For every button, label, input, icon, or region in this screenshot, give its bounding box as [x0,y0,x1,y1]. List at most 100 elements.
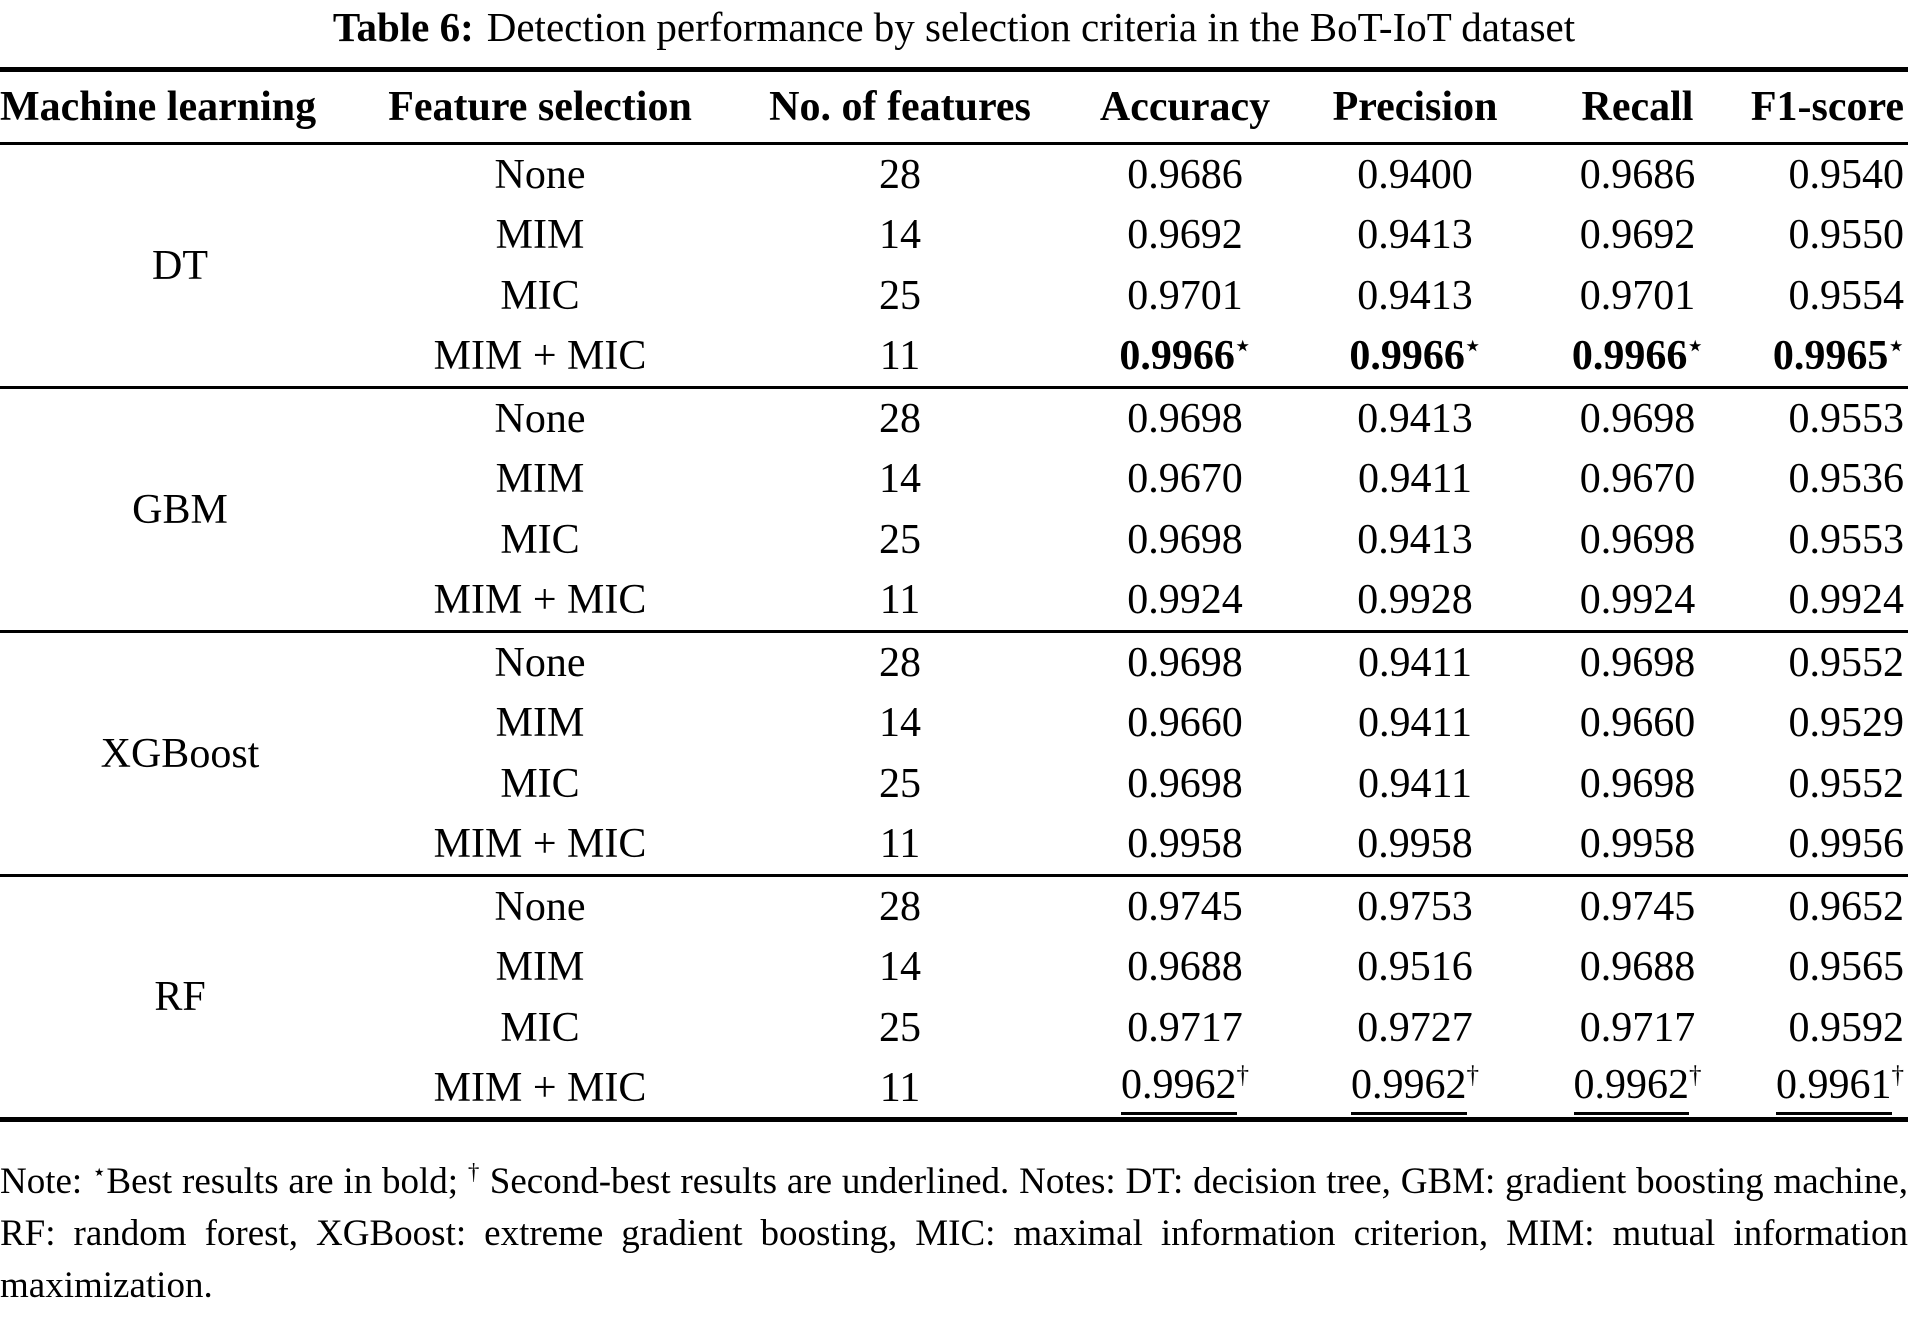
f1-cell: 0.9956 [1735,815,1908,876]
recall-cell: 0.9924 [1540,571,1735,632]
metric-value: 0.9966 [1349,333,1465,380]
feature-selection-cell: MIM [495,944,585,991]
precision-cell: 0.9753 [1290,876,1540,937]
feature-selection-cell: MIC [500,1005,580,1052]
model-name-cell: XGBoost [100,730,260,777]
accuracy-cell: 0.9692 [1080,205,1290,266]
metric-value: 0.9961 [1776,1061,1892,1115]
num-features-cell: 25 [879,517,921,564]
metric-value: 0.9652 [1788,883,1905,930]
feature-selection-cell: None [494,395,586,442]
precision-cell: 0.9413 [1290,205,1540,266]
f1-cell: 0.9529 [1735,693,1908,754]
precision-cell: 0.9413 [1290,266,1540,327]
f1-cell: 0.9965⋆ [1735,327,1908,388]
results-table: Machine learning Feature selection No. of … [0,67,1908,1123]
f1-cell: 0.9536 [1735,449,1908,510]
best-marker-star-icon: ⋆ [1464,333,1481,361]
precision-cell: 0.9411 [1290,632,1540,693]
recall-cell: 0.9717 [1540,998,1735,1059]
metric-value: 0.9701 [1127,273,1243,320]
metric-value: 0.9698 [1579,517,1696,564]
table-row: MIC 25 0.9717 0.9727 0.9717 0.9592 [0,998,1908,1059]
metric-value: 0.9660 [1127,700,1243,747]
num-features-cell: 14 [879,700,921,747]
table-row: MIC 25 0.9698 0.9411 0.9698 0.9552 [0,754,1908,815]
table-header-row: Machine learning Feature selection No. of … [0,69,1908,146]
metric-value: 0.9701 [1579,273,1696,320]
num-features-cell: 28 [879,151,921,198]
f1-cell: 0.9550 [1735,205,1908,266]
metric-value: 0.9413 [1357,273,1473,320]
metric-value: 0.9958 [1579,821,1696,868]
metric-value: 0.9698 [1127,761,1243,808]
metric-value: 0.9411 [1358,456,1472,503]
num-features-cell: 25 [879,273,921,320]
table-row: MIM + MIC 11 0.9962† 0.9962† 0.9962† 0.9961† [0,1059,1908,1120]
precision-cell: 0.9727 [1290,998,1540,1059]
metric-value: 0.9686 [1127,151,1243,198]
note-best-text: Best results are in bold; [106,1161,468,1203]
table-row: MIC 25 0.9701 0.9413 0.9701 0.9554 [0,266,1908,327]
feature-selection-cell: MIM + MIC [433,577,647,624]
f1-cell: 0.9592 [1735,998,1908,1059]
recall-cell: 0.9966⋆ [1540,327,1735,388]
metric-value: 0.9698 [1579,761,1696,808]
metric-value: 0.9692 [1127,212,1243,259]
recall-cell: 0.9670 [1540,449,1735,510]
recall-cell: 0.9745 [1540,876,1735,937]
metric-value: 0.9411 [1358,700,1472,747]
metric-value: 0.9411 [1358,639,1472,686]
table-row: MIM 14 0.9688 0.9516 0.9688 0.9565 [0,937,1908,998]
model-group-rf: RF None 28 0.9745 0.9753 0.9745 0.9652 MIM 14 0.9… [0,875,1908,1120]
accuracy-cell: 0.9958 [1080,815,1290,876]
table-row: MIM 14 0.9670 0.9411 0.9670 0.9536 [0,449,1908,510]
num-features-cell: 11 [879,333,921,380]
metric-value: 0.9965 [1772,333,1889,380]
feature-selection-cell: MIC [500,273,580,320]
precision-cell: 0.9958 [1290,815,1540,876]
metric-value: 0.9550 [1788,212,1905,259]
recall-cell: 0.9698 [1540,754,1735,815]
feature-selection-cell: MIM [495,700,585,747]
model-group-xgboost: XGBoost None 28 0.9698 0.9411 0.9698 0.9552 MIM… [0,631,1908,876]
metric-value: 0.9692 [1579,212,1696,259]
model-name-cell: DT [152,242,208,289]
metric-value: 0.9670 [1579,456,1696,503]
accuracy-cell: 0.9698 [1080,754,1290,815]
table-caption: Table 6: Detection performance by selecti… [0,0,1908,51]
second-best-marker-dagger-icon: † [1236,1061,1250,1089]
accuracy-cell: 0.9962† [1080,1059,1290,1120]
column-header-f1-score: F1-score [1735,69,1908,146]
metric-value: 0.9962 [1573,1061,1689,1115]
f1-cell: 0.9553 [1735,510,1908,571]
accuracy-cell: 0.9924 [1080,571,1290,632]
table-row: XGBoost None 28 0.9698 0.9411 0.9698 0.9552 [0,632,1908,777]
model-name-cell: GBM [132,486,228,533]
num-features-cell: 25 [879,761,921,808]
metric-value: 0.9698 [1579,639,1696,686]
metric-value: 0.9516 [1357,944,1473,991]
precision-cell: 0.9411 [1290,449,1540,510]
metric-value: 0.9552 [1788,761,1905,808]
f1-cell: 0.9565 [1735,937,1908,998]
feature-selection-cell: MIM [495,456,585,503]
metric-value: 0.9745 [1579,883,1696,930]
metric-value: 0.9745 [1127,883,1243,930]
accuracy-cell: 0.9745 [1080,876,1290,937]
metric-value: 0.9966 [1119,333,1235,380]
metric-value: 0.9958 [1357,821,1473,868]
model-group-gbm: GBM None 28 0.9698 0.9413 0.9698 0.9553 MIM 14 0.… [0,387,1908,632]
metric-value: 0.9536 [1788,456,1905,503]
accuracy-cell: 0.9701 [1080,266,1290,327]
recall-cell: 0.9660 [1540,693,1735,754]
num-features-cell: 11 [879,821,921,868]
feature-selection-cell: None [494,639,586,686]
best-marker-star-icon: ⋆ [1687,333,1704,361]
metric-value: 0.9529 [1788,700,1905,747]
dagger-marker-icon: † [467,1159,480,1185]
precision-cell: 0.9928 [1290,571,1540,632]
metric-value: 0.9660 [1579,700,1696,747]
column-header-feature-selection: Feature selection [360,69,720,146]
